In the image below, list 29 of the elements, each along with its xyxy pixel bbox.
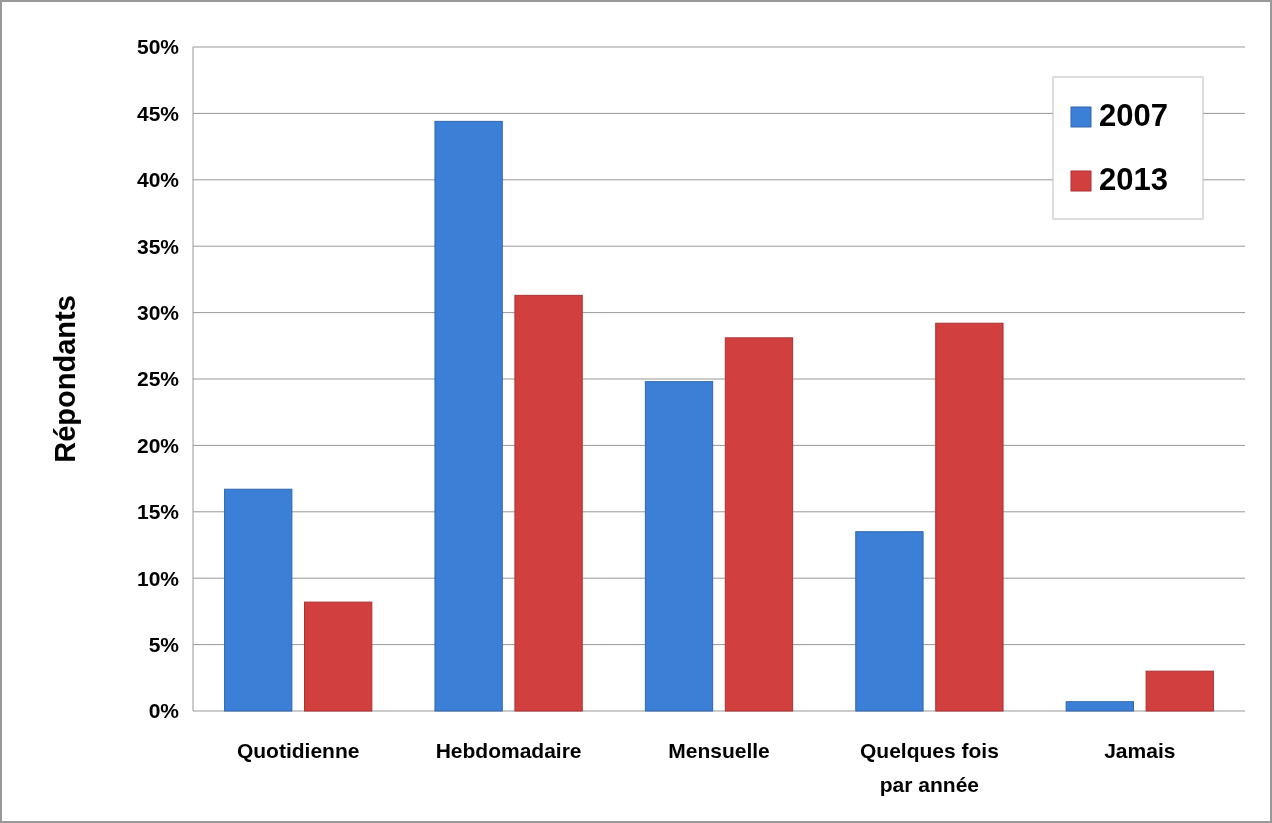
x-tick-label: Quotidienne	[236, 739, 360, 762]
y-tick-label: 50%	[136, 35, 180, 59]
bar	[1145, 670, 1214, 712]
y-tick-label: 30%	[136, 300, 180, 324]
bar	[1065, 701, 1134, 712]
bar	[855, 531, 924, 712]
bar	[514, 294, 583, 712]
y-tick-label: 35%	[136, 234, 180, 258]
y-tick-label: 5%	[148, 632, 180, 656]
bar	[224, 488, 293, 712]
x-tick-label: Quelques fois par année	[859, 739, 999, 796]
y-tick-label: 15%	[136, 500, 180, 524]
x-tick-label: Hebdomadaire	[435, 739, 582, 762]
y-axis-title: Répondants	[49, 295, 81, 463]
y-tick-label: 25%	[136, 367, 180, 391]
y-tick-label: 0%	[148, 699, 180, 723]
legend-label: 2013	[1099, 162, 1168, 197]
bar	[434, 120, 503, 712]
x-tick-label: Mensuelle	[668, 739, 770, 762]
y-tick-label: 40%	[136, 168, 180, 192]
legend-label: 2007	[1099, 98, 1168, 133]
bar	[724, 337, 794, 712]
bar	[935, 322, 1004, 712]
y-tick-label: 45%	[136, 101, 180, 125]
y-tick-label: 10%	[136, 566, 180, 590]
y-tick-label: 20%	[136, 433, 180, 457]
bar	[304, 601, 373, 712]
bar	[644, 381, 714, 712]
x-tick-label: Jamais	[1104, 739, 1176, 762]
